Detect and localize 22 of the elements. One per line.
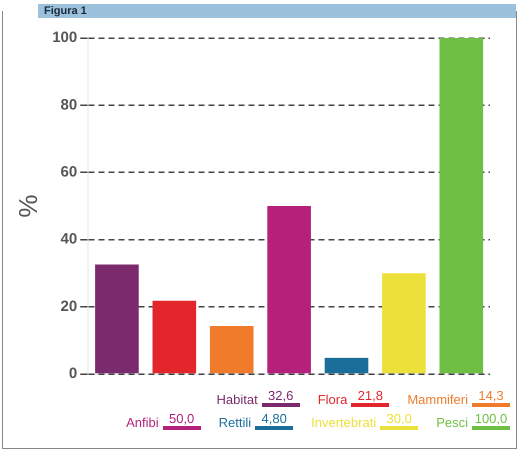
legend-label: Flora [318, 392, 348, 407]
legend-label: Anfibi [126, 415, 159, 430]
text: 4,80 [262, 411, 287, 426]
y-tick-label: 100 [52, 29, 78, 46]
y-tick-label: 80 [60, 96, 78, 114]
y-tick-label: 60 [60, 164, 78, 181]
y-tick-label: 40 [60, 230, 78, 248]
legend-label: Habitat [216, 392, 258, 407]
y-tick-label: 20 [60, 298, 78, 315]
text: 50,0 [168, 411, 194, 426]
text: 100,0 [474, 411, 508, 426]
text: 30,0 [386, 411, 412, 426]
chart-title: Figura 1 [38, 4, 516, 18]
y-tick-label: 0 [68, 365, 78, 382]
text: 14,3 [478, 388, 504, 403]
legend-label: Pesci [436, 415, 468, 430]
legend-label: Invertebrati [311, 415, 376, 430]
legend-label: Rettili [218, 415, 252, 430]
text: 32,6 [268, 388, 294, 403]
legend-label: Mammiferi [407, 392, 468, 407]
y-axis-title: % [12, 194, 43, 218]
text: 21,8 [358, 388, 383, 403]
